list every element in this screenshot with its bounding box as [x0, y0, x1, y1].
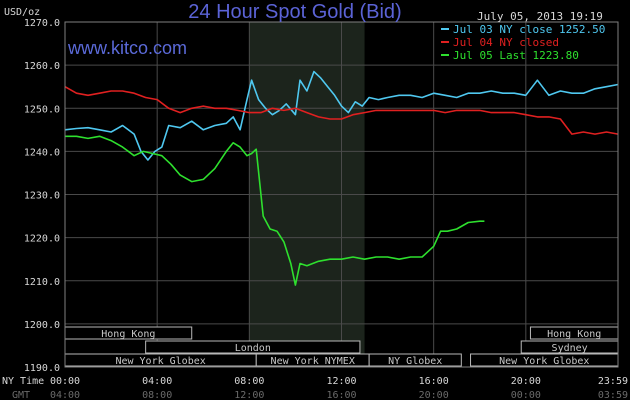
- y-tick-label-6: 1210.0: [24, 277, 60, 288]
- ny-time-tick-3: 12:00: [326, 376, 356, 387]
- session-label-5: New York NYMEX: [271, 356, 355, 367]
- ny-time-tick-4: 16:00: [419, 376, 449, 387]
- x-axis-tick-labels: 00:00 04:00 04:00 08:00 08:00 12:00 12:00 16:00…: [50, 376, 628, 400]
- market-sessions: Hong Kong Hong Kong London Sydney New York G…: [64, 326, 619, 367]
- session-label-4: New York Globex: [115, 356, 205, 367]
- kitco-website-label: www.kitco.com: [67, 38, 187, 58]
- chart-title: 24 Hour Spot Gold (Bid): [188, 1, 401, 23]
- legend-entry-1: Jul 04 NY closed: [453, 36, 559, 49]
- price-series: [64, 70, 619, 286]
- gmt-tick-3: 16:00: [326, 390, 356, 400]
- y-axis-unit-label: USD/oz: [4, 7, 40, 18]
- legend-entry-2: Jul 05 Last 1223.80: [453, 49, 579, 62]
- session-label-1: Hong Kong: [547, 329, 601, 340]
- legend-entry-0: Jul 03 NY close 1252.50: [453, 23, 605, 36]
- session-label-0: Hong Kong: [101, 329, 155, 340]
- session-box-6: [368, 353, 462, 367]
- y-tick-label-8: 1190.0: [24, 363, 60, 374]
- y-tick-label-7: 1200.0: [24, 320, 60, 331]
- gmt-label: GMT: [12, 390, 30, 400]
- ny-time-tick-1: 04:00: [142, 376, 172, 387]
- session-label-6: NY Globex: [388, 356, 442, 367]
- gmt-tick-5: 00:00: [511, 390, 541, 400]
- series-line-2: [65, 135, 485, 286]
- session-box-2: [145, 340, 361, 354]
- y-tick-label-4: 1230.0: [24, 191, 60, 202]
- y-tick-label-5: 1220.0: [24, 234, 60, 245]
- plot-frame: [64, 21, 619, 368]
- y-tick-label-1: 1260.0: [24, 61, 60, 72]
- session-label-7: New York Globex: [499, 356, 589, 367]
- y-tick-label-0: 1270.0: [24, 18, 60, 29]
- gmt-tick-0: 04:00: [50, 390, 80, 400]
- gmt-tick-2: 12:00: [234, 390, 264, 400]
- ny-time-tick-5: 20:00: [511, 376, 541, 387]
- ny-time-tick-6: 23:59: [598, 376, 628, 387]
- ny-time-label: NY Time: [2, 376, 44, 387]
- gmt-tick-4: 20:00: [419, 390, 449, 400]
- date-time-stamp: July 05, 2013 19:19: [477, 10, 603, 23]
- gmt-tick-1: 08:00: [142, 390, 172, 400]
- ny-time-tick-2: 08:00: [234, 376, 264, 387]
- gmt-tick-6: 03:59: [598, 390, 628, 400]
- session-label-3: Sydney: [552, 343, 588, 354]
- y-tick-label-3: 1240.0: [24, 147, 60, 158]
- y-axis-tick-labels: 1270.0 1260.0 1250.0 1240.0 1230.0 1220.0 1210…: [24, 18, 60, 374]
- ny-time-tick-0: 00:00: [50, 376, 80, 387]
- series-line-1: [64, 86, 619, 135]
- session-label-2: London: [235, 343, 271, 354]
- series-line-0: [64, 70, 619, 161]
- y-tick-label-2: 1250.0: [24, 104, 60, 115]
